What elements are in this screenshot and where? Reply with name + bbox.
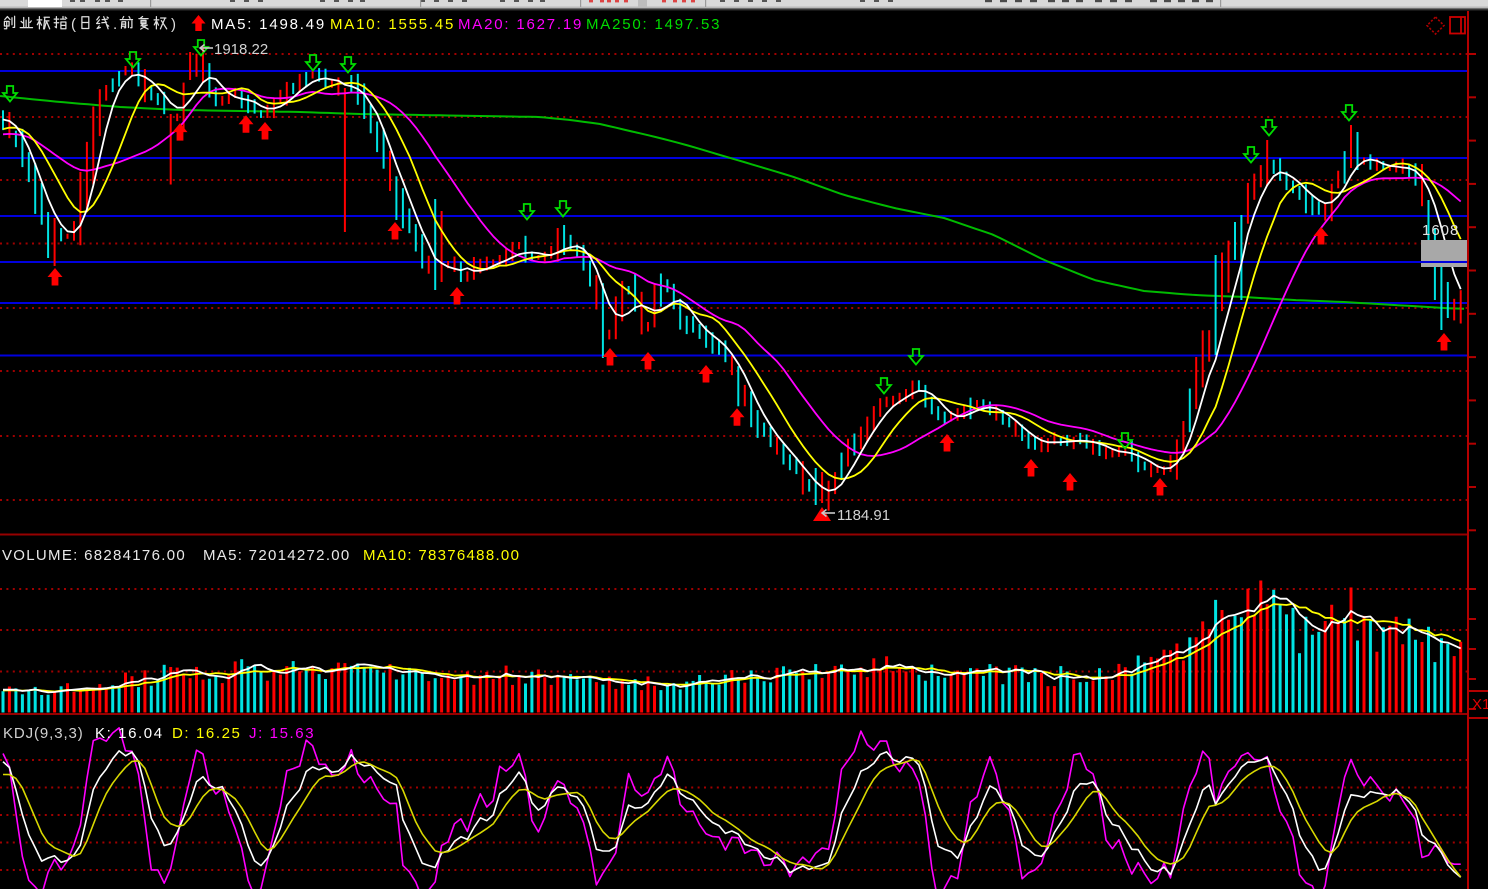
svg-text:(: ( [71,16,76,33]
svg-text:D: 16.25: D: 16.25 [172,725,242,742]
svg-text:X1: X1 [1472,696,1488,713]
svg-text:MA10: 1555.45: MA10: 1555.45 [330,16,455,33]
svg-text:MA10: 78376488.00: MA10: 78376488.00 [363,547,520,564]
svg-text:1184.91: 1184.91 [837,507,890,524]
svg-text:J: 15.63: J: 15.63 [249,725,315,742]
svg-text:1608: 1608 [1422,222,1459,239]
svg-text:MA5: 1498.49: MA5: 1498.49 [211,16,326,33]
svg-text:): ) [171,16,176,33]
svg-text:1918.22: 1918.22 [214,41,268,58]
svg-text:.: . [113,16,117,33]
svg-text:VOLUME: 68284176.00: VOLUME: 68284176.00 [2,547,186,564]
svg-text:KDJ(9,3,3): KDJ(9,3,3) [3,725,84,742]
svg-text:K: 16.04: K: 16.04 [95,725,164,742]
svg-text:MA5: 72014272.00: MA5: 72014272.00 [203,547,351,564]
svg-text:MA250: 1497.53: MA250: 1497.53 [586,16,721,33]
svg-text:MA20: 1627.19: MA20: 1627.19 [458,16,583,33]
